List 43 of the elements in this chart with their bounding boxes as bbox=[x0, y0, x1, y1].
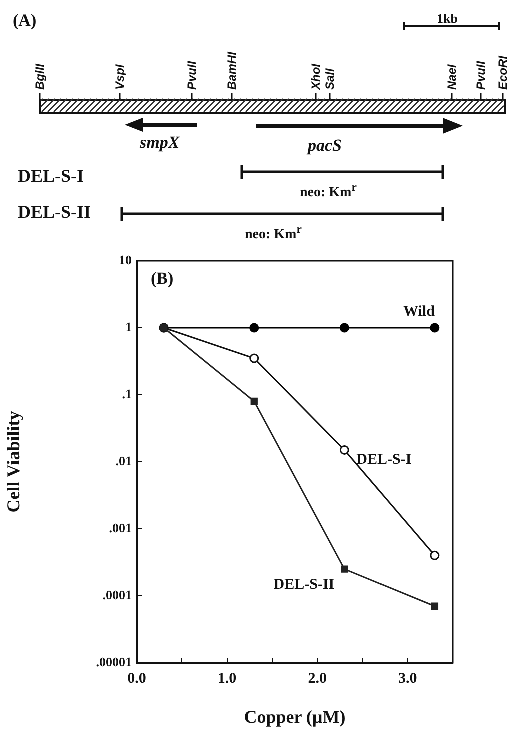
text: DEL-S-II bbox=[18, 202, 92, 222]
text: neo: Km$^{r}$ bbox=[300, 181, 357, 201]
y-tick-label: .00001 bbox=[96, 654, 132, 670]
y-tick-label: 1 bbox=[126, 319, 132, 334]
y-tick-label: 10 bbox=[119, 252, 132, 268]
point bbox=[430, 323, 440, 333]
point bbox=[340, 445, 350, 455]
text: PvuII bbox=[474, 61, 488, 90]
text: XhoI bbox=[309, 64, 323, 90]
text: PvuII bbox=[185, 61, 199, 90]
y-tick-label: .1 bbox=[122, 386, 132, 402]
point bbox=[250, 323, 260, 333]
point bbox=[430, 550, 440, 560]
text: VspI bbox=[113, 64, 127, 90]
y-axis-title: Cell Viability bbox=[3, 411, 24, 513]
x-tick-label: 2.0 bbox=[308, 670, 327, 687]
text: DEL-S-I bbox=[18, 166, 84, 186]
text: BglII bbox=[33, 64, 47, 90]
y-tick-label: .0001 bbox=[102, 587, 132, 602]
point bbox=[250, 354, 260, 364]
x-tick-label: 1.0 bbox=[218, 670, 237, 687]
x-tick-label: 3.0 bbox=[398, 670, 418, 687]
text: 1kb bbox=[437, 11, 458, 26]
point bbox=[341, 566, 348, 573]
text: smpX bbox=[140, 133, 180, 152]
y-tick-label: .01 bbox=[116, 453, 132, 468]
series-label: Wild bbox=[404, 304, 436, 320]
point bbox=[250, 398, 258, 406]
annotation: (B) bbox=[151, 268, 174, 288]
text: neo: Km$^{r}$ bbox=[245, 223, 302, 243]
text: (A) bbox=[13, 11, 37, 30]
series-label: DEL-S-II bbox=[274, 577, 335, 594]
point bbox=[431, 602, 439, 610]
x-axis-title: Copper (µM) bbox=[244, 706, 346, 727]
text: BamHI bbox=[225, 52, 239, 90]
text: EcoRI bbox=[496, 56, 507, 90]
text: pacS bbox=[308, 136, 342, 155]
series-label: DEL-S-I bbox=[356, 452, 412, 468]
point bbox=[340, 323, 350, 333]
text: NaeI bbox=[445, 64, 459, 90]
text: SalI bbox=[323, 68, 337, 90]
x-tick-label: 0.0 bbox=[128, 670, 146, 687]
y-tick-label: .001 bbox=[109, 520, 132, 536]
